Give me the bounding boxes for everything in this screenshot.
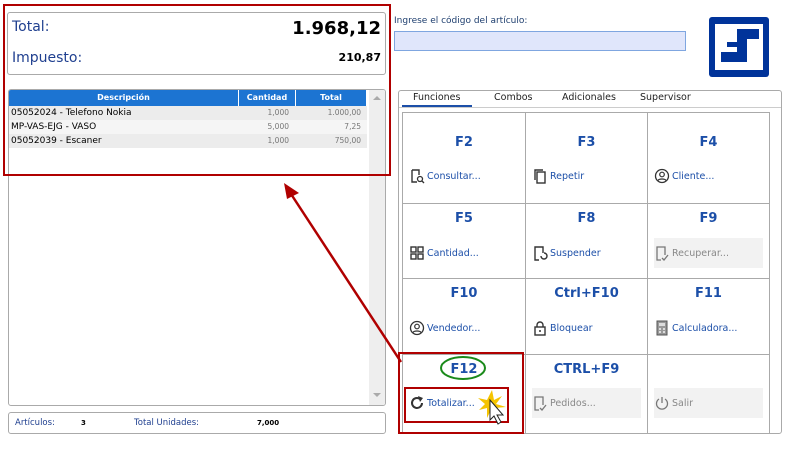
articulos-label: Artículos: (15, 418, 55, 428)
unidades-label: Total Unidades: (134, 418, 200, 428)
unidades-value: 7,000 (257, 419, 280, 427)
shortcut-key-label: Ctrl+F10 (554, 286, 619, 301)
function-cell-calculadora: F11 Calculadora... (648, 279, 770, 355)
shortcut-key-label: CTRL+F9 (553, 362, 620, 377)
total-value: 1.968,12 (292, 18, 381, 39)
cell-cantidad: 1,000 (267, 108, 289, 117)
column-header-descripcion[interactable]: Descripción (9, 90, 239, 106)
cantidad-label: Cantidad... (427, 247, 479, 259)
suspend-icon (534, 246, 548, 261)
article-code-input[interactable] (394, 31, 686, 51)
tab-funciones[interactable]: Funciones (413, 92, 461, 103)
salir-button[interactable]: Salir (654, 388, 763, 418)
table-row[interactable]: 05052024 - Telefono Nokia 1,000 1.000,00 (9, 106, 367, 120)
power-icon (655, 397, 669, 410)
calculadora-button[interactable]: Calculadora... (654, 313, 763, 343)
document-check-icon (656, 246, 669, 261)
shortcut-key-label: F5 (455, 211, 473, 226)
vendedor-label: Vendedor... (427, 322, 481, 334)
items-grid[interactable]: Descripción Cantidad Total 05052024 - Te… (8, 89, 386, 406)
cell-total: 750,00 (334, 136, 361, 145)
tab-adicionales[interactable]: Adicionales (562, 92, 616, 103)
consultar-label: Consultar... (427, 170, 481, 182)
cell-total: 1.000,00 (327, 108, 361, 117)
bloquear-label: Bloquear (550, 322, 593, 334)
suspender-button[interactable]: Suspender (532, 238, 641, 268)
totalizar-button[interactable]: Totalizar... (409, 388, 519, 418)
grid-icon (410, 246, 424, 260)
table-row[interactable]: MP-VAS-EJG - VASO 5,000 7,25 (9, 120, 367, 134)
repetir-button[interactable]: Repetir (532, 161, 641, 191)
cell-descripcion: 05052039 - Escaner (11, 136, 102, 146)
function-cell-vendedor: F10 Vendedor... (403, 279, 526, 355)
total-label: Total: (12, 19, 50, 35)
vendedor-button[interactable]: Vendedor... (409, 313, 519, 343)
shortcut-key-label: F11 (695, 286, 722, 301)
scroll-up-icon[interactable] (373, 96, 381, 100)
cell-cantidad: 5,000 (267, 122, 289, 131)
document-check-icon (534, 396, 547, 411)
shortcut-key-label: F2 (455, 135, 473, 150)
suspender-label: Suspender (550, 247, 601, 259)
shortcut-key-label: F4 (699, 135, 718, 150)
user-circle-icon (409, 320, 425, 336)
function-cell-bloquear: Ctrl+F10 Bloquear (526, 279, 648, 355)
cell-total: 7,25 (344, 122, 361, 131)
shortcut-key-label: F12 (450, 362, 478, 377)
totals-panel: Total: 1.968,12 Impuesto: 210,87 (7, 12, 386, 75)
pedidos-label: Pedidos... (550, 397, 596, 409)
consultar-button[interactable]: Consultar... (409, 161, 519, 191)
user-circle-icon (654, 168, 670, 184)
function-cell-totalizar: F12 Totalizar... (403, 355, 526, 434)
repetir-label: Repetir (550, 170, 585, 182)
function-cell-cliente: F4 Cliente... (648, 113, 770, 204)
article-code-label: Ingrese el código del artículo: (394, 16, 528, 26)
cantidad-button[interactable]: Cantidad... (409, 238, 519, 268)
scroll-down-icon[interactable] (373, 393, 381, 397)
function-cell-consultar: F2 Consultar... (403, 113, 526, 204)
function-cell-repetir: F3 Repetir (526, 113, 648, 204)
refresh-icon (411, 396, 423, 409)
functions-tab-panel: Funciones Combos Adicionales Supervisor … (398, 90, 782, 434)
table-row[interactable]: 05052039 - Escaner 1,000 750,00 (9, 134, 367, 148)
copy-icon (534, 169, 546, 184)
function-cell-pedidos: CTRL+F9 Pedidos... (526, 355, 648, 434)
lock-icon (534, 321, 546, 336)
search-document-icon (411, 169, 425, 184)
recuperar-label: Recuperar... (672, 247, 729, 259)
tax-label: Impuesto: (12, 50, 83, 66)
column-header-cantidad[interactable]: Cantidad (239, 90, 296, 106)
shortcut-key-label: F8 (577, 211, 596, 226)
calculator-icon (656, 320, 668, 336)
function-cell-suspender: F8 Suspender (526, 204, 648, 279)
function-cell-salir: Salir (648, 355, 770, 434)
recuperar-button[interactable]: Recuperar... (654, 238, 763, 268)
shortcut-key-label: F10 (450, 286, 478, 301)
cell-cantidad: 1,000 (267, 136, 289, 145)
cell-descripcion: 05052024 - Telefono Nokia (11, 108, 132, 118)
tab-combos[interactable]: Combos (494, 92, 533, 103)
column-header-total[interactable]: Total (296, 90, 367, 106)
totalizar-label: Totalizar... (427, 397, 475, 409)
calculadora-label: Calculadora... (672, 322, 738, 334)
scrollbar[interactable] (369, 90, 385, 405)
articulos-value: 3 (81, 419, 86, 427)
cliente-label: Cliente... (672, 170, 715, 182)
tax-value: 210,87 (338, 51, 381, 64)
pedidos-button[interactable]: Pedidos... (532, 388, 641, 418)
function-cell-recuperar: F9 Recuperar... (648, 204, 770, 279)
function-cell-cantidad: F5 Cantidad... (403, 204, 526, 279)
tab-supervisor[interactable]: Supervisor (640, 92, 691, 103)
salir-label: Salir (672, 397, 694, 409)
shortcut-key-label: F9 (699, 211, 718, 226)
shortcut-key-label: F3 (577, 135, 596, 150)
bloquear-button[interactable]: Bloquear (532, 313, 641, 343)
company-logo (709, 17, 769, 77)
cliente-button[interactable]: Cliente... (654, 161, 763, 191)
cell-descripcion: MP-VAS-EJG - VASO (11, 122, 97, 132)
summary-footer: Artículos: 3 Total Unidades: 7,000 (8, 412, 386, 434)
